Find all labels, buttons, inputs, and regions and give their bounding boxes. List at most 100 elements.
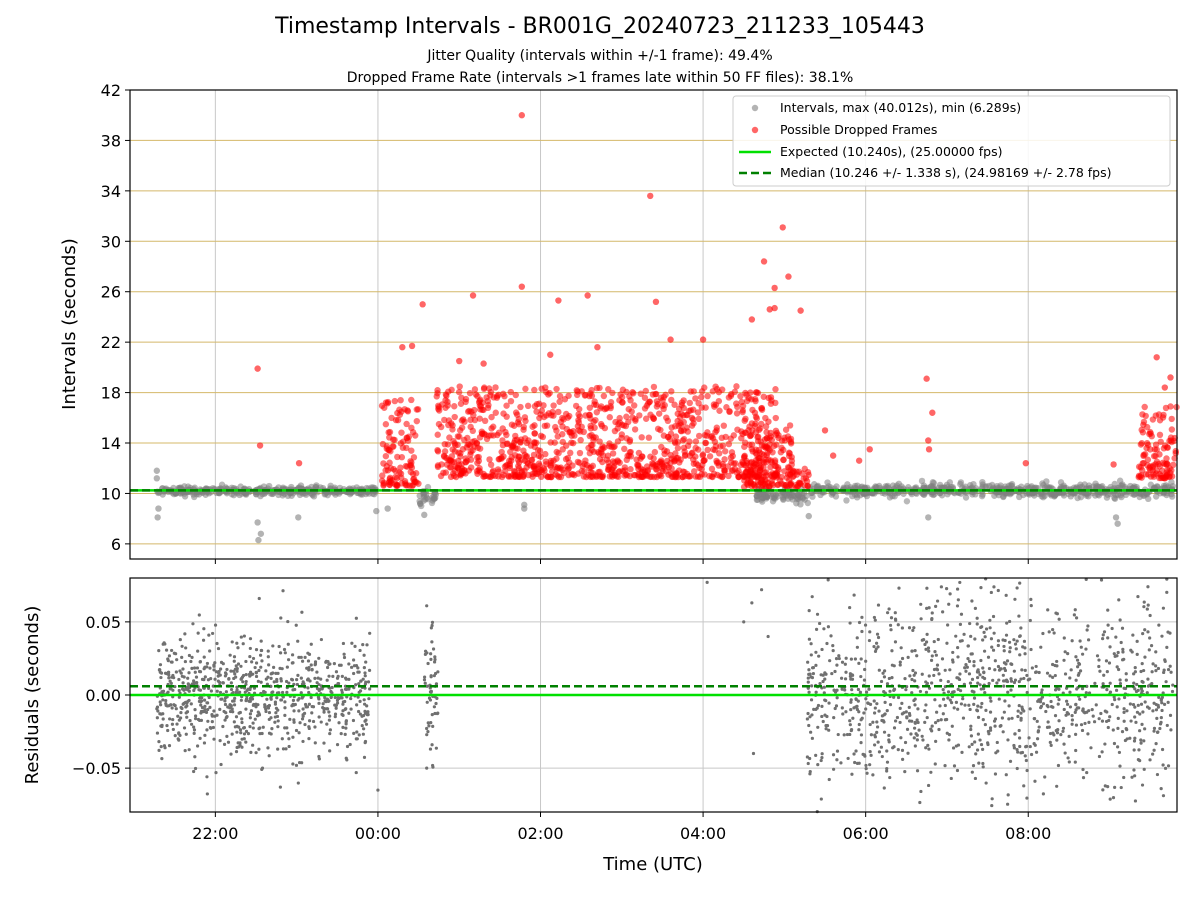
residual-point xyxy=(362,755,367,759)
residual-point xyxy=(1113,785,1117,789)
residual-point xyxy=(954,634,958,638)
residual-point xyxy=(1140,662,1144,666)
dropped-frame-point xyxy=(559,466,566,473)
residual-point xyxy=(819,797,823,801)
residual-point xyxy=(967,703,971,707)
residual-point xyxy=(918,800,922,805)
residual-point xyxy=(1097,754,1102,759)
residual-point xyxy=(1163,658,1167,662)
residual-point xyxy=(1024,758,1028,763)
dropped-frame-point xyxy=(801,482,808,489)
residual-point xyxy=(307,652,312,656)
residual-point xyxy=(923,720,927,724)
residual-point xyxy=(913,671,918,675)
residual-point xyxy=(354,616,358,620)
residual-point xyxy=(843,662,847,666)
residual-point xyxy=(356,709,361,714)
dropped-frame-point xyxy=(605,386,612,393)
residual-point xyxy=(158,668,162,672)
dropped-frame-point xyxy=(555,297,562,304)
residual-point xyxy=(1053,714,1058,718)
residual-point xyxy=(869,753,873,757)
dropped-frame-point xyxy=(762,414,769,422)
dropped-frame-point xyxy=(671,471,678,478)
dropped-frame-point xyxy=(398,454,406,461)
residual-point xyxy=(900,748,905,752)
residual-point xyxy=(203,704,207,709)
residual-point xyxy=(960,750,964,754)
residual-point xyxy=(930,724,934,728)
residual-point xyxy=(874,641,879,645)
residual-point xyxy=(816,763,820,767)
residual-point xyxy=(349,707,353,711)
residual-point xyxy=(995,681,999,685)
residual-point xyxy=(924,647,928,651)
residual-point xyxy=(883,700,887,704)
residual-point xyxy=(1086,624,1090,628)
residual-point xyxy=(1141,680,1145,684)
residual-point xyxy=(893,640,898,644)
residual-point xyxy=(1068,690,1072,694)
residual-point xyxy=(1095,654,1100,658)
residual-point xyxy=(1139,741,1143,745)
residual-point xyxy=(808,715,812,719)
dropped-frame-point xyxy=(408,424,415,432)
residual-point xyxy=(924,703,928,707)
residual-point xyxy=(843,688,847,692)
residual-point xyxy=(1078,639,1082,643)
residual-point xyxy=(1141,631,1145,636)
residual-point xyxy=(1081,776,1086,780)
dropped-frame-point xyxy=(565,392,572,399)
residual-point xyxy=(184,705,188,709)
dropped-frame-point xyxy=(1140,451,1147,459)
top-y-tick-label: 42 xyxy=(101,81,121,100)
residual-point xyxy=(1004,593,1008,597)
residual-point xyxy=(1107,661,1112,665)
residual-point xyxy=(1076,673,1080,677)
residual-point xyxy=(993,668,997,672)
dropped-frame-point xyxy=(391,397,399,405)
dropped-frame-point xyxy=(380,482,387,489)
dropped-frame-point xyxy=(725,440,733,448)
dropped-frame-point xyxy=(598,473,606,480)
residual-point xyxy=(1166,700,1170,704)
residual-point xyxy=(1080,687,1085,691)
residual-point xyxy=(248,646,252,651)
residual-point xyxy=(848,719,852,723)
residual-point xyxy=(1013,732,1017,736)
residual-point xyxy=(993,724,997,728)
residual-point xyxy=(236,662,241,666)
dropped-frame-point xyxy=(708,465,716,473)
residual-point xyxy=(822,685,826,689)
residual-point xyxy=(875,725,880,729)
residual-point xyxy=(849,700,853,704)
residual-point xyxy=(945,587,949,591)
residual-point xyxy=(1133,736,1137,740)
dropped-frame-point xyxy=(786,422,794,429)
residual-point xyxy=(202,698,207,702)
residual-point xyxy=(892,664,896,668)
residual-point xyxy=(876,740,880,744)
residual-point xyxy=(1122,695,1127,700)
interval-point xyxy=(424,483,432,491)
dropped-frame-point xyxy=(454,433,462,440)
residual-point xyxy=(173,733,177,738)
residual-point xyxy=(857,661,861,665)
dropped-frame-point xyxy=(513,411,521,418)
residual-point xyxy=(279,679,283,683)
residual-point xyxy=(750,601,754,605)
residual-point xyxy=(887,607,891,611)
dropped-frame-point xyxy=(481,384,488,391)
dropped-frame-point xyxy=(782,426,790,433)
residual-point xyxy=(1019,626,1023,630)
residual-point xyxy=(915,654,919,658)
dropped-frame-point xyxy=(469,427,477,435)
residual-point xyxy=(860,716,864,720)
residual-point xyxy=(954,700,959,704)
residual-point xyxy=(272,665,276,669)
dropped-frame-point xyxy=(550,402,557,409)
dropped-frame-point xyxy=(1152,441,1160,448)
interval-point xyxy=(1114,520,1121,527)
residual-point xyxy=(1075,658,1080,662)
residual-point xyxy=(915,733,919,737)
